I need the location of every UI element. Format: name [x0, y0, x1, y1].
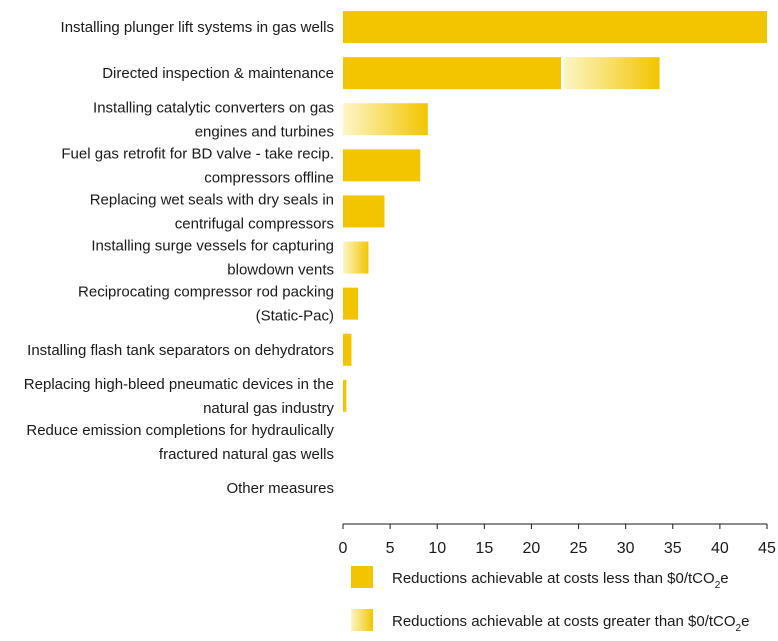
bar-cat-1-series-0 [343, 57, 563, 90]
bar-cat-1-series-1 [562, 57, 660, 90]
legend-label-0: Reductions achievable at costs less than… [392, 570, 729, 591]
legend: Reductions achievable at costs less than… [351, 566, 749, 634]
x-tick-label: 20 [523, 540, 541, 557]
bar-cat-8-series-0 [343, 379, 347, 412]
x-tick-label: 35 [664, 540, 682, 557]
category-label-5: Installing surge vessels for capturing bl… [91, 238, 334, 279]
category-label-1: Directed inspection & maintenance [102, 65, 334, 82]
category-label-9: Reduce emission completions for hydrauli… [26, 422, 334, 463]
x-tick-label: 0 [339, 540, 348, 557]
category-label-8: Replacing high-bleed pneumatic devices i… [24, 376, 335, 417]
bar-cat-6-series-0 [343, 287, 359, 320]
x-axis-ticks: 0 5 10 15 20 25 30 35 40 45 [339, 524, 776, 557]
category-label-0: Installing plunger lift systems in gas w… [61, 19, 334, 36]
x-tick-label: 5 [386, 540, 395, 557]
category-label-2: Installing catalytic converters on gas en… [93, 99, 334, 140]
x-tick-label: 30 [617, 540, 635, 557]
category-label-4: Replacing wet seals with dry seals in cen… [90, 192, 334, 233]
category-labels: Installing plunger lift systems in gas w… [24, 19, 335, 497]
x-tick-label: 15 [475, 540, 493, 557]
legend-label-1: Reductions achievable at costs greater t… [392, 613, 749, 634]
bar-cat-0-series-0 [343, 11, 767, 44]
bars-layer [343, 11, 767, 412]
x-tick-label: 10 [428, 540, 446, 557]
category-label-3: Fuel gas retrofit for BD valve - take re… [61, 145, 334, 186]
x-tick-label: 40 [711, 540, 729, 557]
x-tick-label: 45 [758, 540, 776, 557]
legend-swatch-1 [351, 609, 373, 631]
bar-cat-4-series-0 [343, 195, 385, 228]
category-label-10: Other measures [226, 480, 334, 497]
legend-swatch-0 [351, 566, 373, 588]
bar-cat-5-series-1 [343, 241, 369, 274]
bar-cat-3-series-0 [343, 149, 421, 182]
bar-cat-7-series-0 [343, 333, 352, 366]
bar-cat-2-series-1 [343, 103, 428, 136]
x-tick-label: 25 [570, 540, 588, 557]
category-label-6: Reciprocating compressor rod packing (Sta… [78, 284, 334, 325]
category-label-7: Installing flash tank separators on dehy… [27, 342, 334, 359]
